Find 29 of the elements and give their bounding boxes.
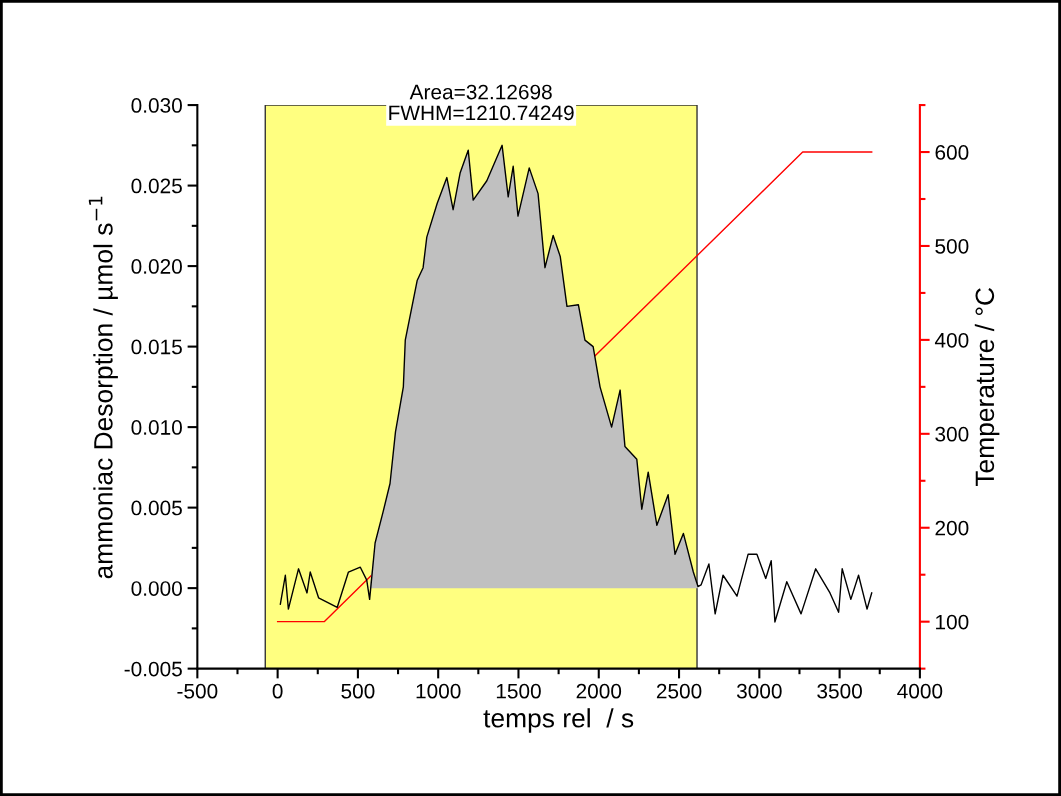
y2-tick-label: 600 — [935, 145, 969, 160]
x-tick-label: 0 — [272, 683, 283, 699]
y-tick-label: 0.005 — [131, 500, 182, 516]
y-tick-label: 0.000 — [131, 581, 182, 596]
y2-tick-label: 300 — [935, 426, 969, 442]
x-tick-label: 3000 — [736, 683, 782, 699]
x-tick-label: 2000 — [576, 683, 622, 699]
x-tick-label: 2500 — [656, 683, 702, 699]
y-tick-label: 0.015 — [131, 339, 182, 355]
y2-tick-label: 100 — [936, 614, 969, 630]
text: Area=32.12698 — [409, 84, 552, 100]
x-tick-label: 500 — [341, 683, 375, 699]
y2-axis-title: Temperature / °C — [974, 287, 1000, 487]
y2-tick-label: 400 — [934, 332, 969, 348]
x-tick-label: 4000 — [897, 683, 943, 699]
y-tick-label: 0.020 — [131, 259, 182, 274]
x-tick-label: -500 — [177, 683, 218, 699]
annotation: FWHM=1210.74249 — [389, 105, 574, 121]
y-tick-label: 0.030 — [131, 98, 182, 113]
x-axis-title: temps rel / s — [483, 708, 634, 733]
y-axis-title: ammoniac Desorption / µmol s$^{−1}$ — [88, 196, 118, 579]
x-tick-label: 1000 — [416, 683, 461, 699]
y-tick-label: 0.010 — [131, 420, 182, 435]
x-tick-label: 3500 — [817, 683, 862, 699]
y-tick-label: 0.025 — [131, 178, 182, 194]
y2-tick-label: 200 — [935, 520, 969, 536]
y-tick-label: -0.005 — [124, 661, 182, 677]
x-tick-label: 1500 — [496, 683, 541, 699]
y2-tick-label: 500 — [935, 238, 969, 254]
